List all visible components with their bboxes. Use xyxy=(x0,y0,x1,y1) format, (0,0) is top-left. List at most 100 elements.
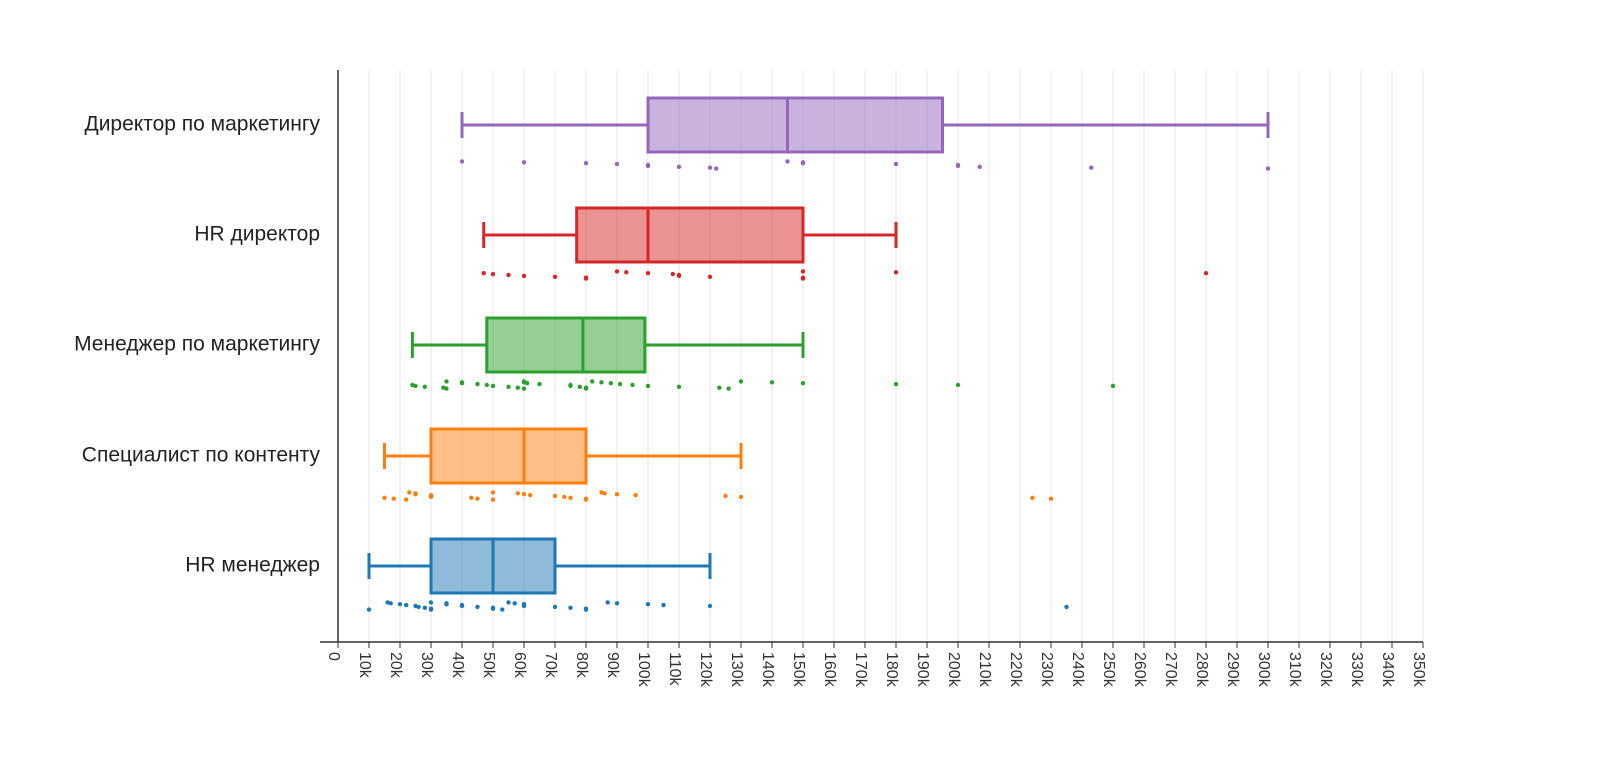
data-point xyxy=(614,269,620,274)
data-point xyxy=(726,386,731,391)
axis-layer: 0 10k 20k 30k 40k 50k 60k 70k 80k 90k 100k 110k 120k… xyxy=(320,70,1427,688)
data-point xyxy=(717,385,722,390)
x-tick-label: 250k xyxy=(1100,652,1117,688)
x-tick-label: 300k xyxy=(1255,652,1272,688)
data-point xyxy=(614,161,620,167)
x-tick-label: 330k xyxy=(1348,652,1365,688)
data-point xyxy=(645,602,651,607)
data-point xyxy=(490,497,496,502)
data-point xyxy=(515,491,520,496)
data-point xyxy=(614,601,620,606)
data-point xyxy=(723,493,728,499)
data-point xyxy=(484,382,489,388)
data-point xyxy=(769,380,775,385)
data-point xyxy=(428,600,434,605)
data-point xyxy=(490,606,496,611)
data-point xyxy=(608,381,613,386)
data-point xyxy=(475,496,480,501)
data-point xyxy=(1203,271,1209,276)
data-point xyxy=(475,604,480,610)
x-tick-label: 130k xyxy=(728,652,745,688)
x-tick-label: 230k xyxy=(1038,652,1055,688)
iqr-box xyxy=(485,316,647,374)
data-point xyxy=(645,163,651,169)
x-tick-label: 50k xyxy=(480,652,497,679)
data-point xyxy=(605,600,610,605)
x-tick-label: 280k xyxy=(1193,652,1210,688)
data-point xyxy=(893,270,899,275)
data-point xyxy=(391,496,396,501)
x-tick-label: 110k xyxy=(666,652,683,687)
data-point xyxy=(512,601,517,606)
data-point xyxy=(528,492,533,498)
data-point xyxy=(562,494,567,500)
x-tick-label: 90k xyxy=(604,652,621,679)
data-point xyxy=(475,381,480,387)
data-point xyxy=(552,493,558,499)
data-point xyxy=(552,274,558,279)
data-point xyxy=(1048,496,1054,501)
x-tick-label: 30k xyxy=(418,652,435,679)
box-series: HR менеджер xyxy=(185,537,1069,612)
data-point xyxy=(407,490,412,495)
data-point xyxy=(481,271,486,276)
data-point xyxy=(955,163,961,169)
data-point xyxy=(577,384,582,389)
data-point xyxy=(800,269,806,274)
data-point xyxy=(800,276,806,281)
data-point xyxy=(707,165,713,170)
data-point xyxy=(506,600,511,605)
x-tick-label: 100k xyxy=(635,652,652,688)
x-tick-label: 210k xyxy=(976,652,993,688)
x-tick-label: 10k xyxy=(356,652,373,679)
data-point xyxy=(630,382,635,388)
data-point xyxy=(444,386,449,391)
data-point xyxy=(590,379,595,384)
data-point xyxy=(633,492,638,498)
data-point xyxy=(444,602,449,607)
data-point xyxy=(1089,165,1094,170)
data-point xyxy=(521,160,527,165)
data-point xyxy=(583,607,589,612)
x-tick-label: 150k xyxy=(790,652,807,688)
x-tick-label: 40k xyxy=(449,652,466,679)
series-layer: Директор по маркетингу HR директор Менедже… xyxy=(74,96,1271,612)
x-tick-label: 160k xyxy=(821,652,838,688)
data-point xyxy=(617,381,623,387)
iqr-box xyxy=(429,427,588,485)
data-point xyxy=(977,164,982,169)
data-point xyxy=(397,602,403,607)
data-point xyxy=(614,492,620,497)
data-point xyxy=(366,607,372,612)
category-label: Специалист по контенту xyxy=(82,444,321,467)
data-point xyxy=(955,382,961,388)
data-point xyxy=(893,381,899,387)
data-point xyxy=(800,381,806,386)
data-point xyxy=(583,497,589,502)
data-point xyxy=(413,492,418,497)
x-tick-label: 190k xyxy=(914,652,931,688)
x-tick-label: 20k xyxy=(387,652,404,679)
x-tick-label: 200k xyxy=(945,652,962,688)
data-point xyxy=(537,381,542,387)
box-series: Менеджер по маркетингу xyxy=(74,316,1116,391)
data-point xyxy=(1265,166,1271,171)
data-point xyxy=(490,490,496,495)
data-point xyxy=(714,166,719,171)
data-point xyxy=(738,379,744,384)
data-point xyxy=(676,273,682,279)
data-point xyxy=(444,379,449,384)
data-point xyxy=(524,381,530,386)
data-point xyxy=(676,164,682,169)
data-point xyxy=(404,497,409,502)
data-point xyxy=(583,161,589,166)
data-point xyxy=(893,161,899,167)
iqr-box xyxy=(575,206,805,264)
category-label: Директор по маркетингу xyxy=(84,113,320,136)
data-point xyxy=(521,273,527,279)
x-tick-label: 70k xyxy=(542,652,559,679)
data-point xyxy=(1030,495,1035,500)
data-point xyxy=(428,494,434,500)
